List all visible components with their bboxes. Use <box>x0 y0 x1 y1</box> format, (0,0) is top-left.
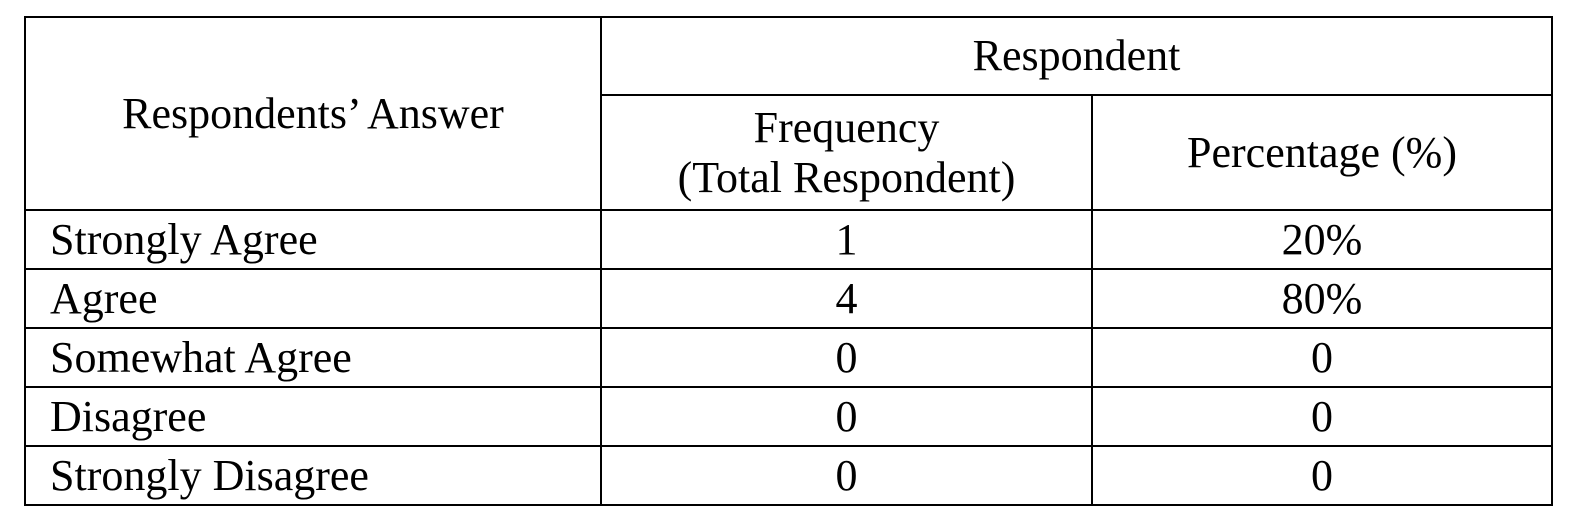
percentage-cell: 0 <box>1090 386 1554 447</box>
answer-cell: Agree <box>24 268 602 329</box>
header-frequency-cell: Frequency (Total Respondent) <box>600 94 1093 211</box>
frequency-cell: 0 <box>600 327 1093 388</box>
table-row: Strongly Agree 1 20% <box>24 209 1554 270</box>
frequency-cell: 0 <box>600 445 1093 506</box>
frequency-cell: 4 <box>600 268 1093 329</box>
survey-results-table: Respondents’ Answer Respondent Frequency… <box>24 16 1554 506</box>
header-frequency-label: Frequency <box>753 102 940 152</box>
header-percentage-label: Percentage (%) <box>1187 127 1457 177</box>
header-percentage-cell: Percentage (%) <box>1090 94 1554 211</box>
header-respondent-label: Respondent <box>972 31 1181 80</box>
answer-cell: Somewhat Agree <box>24 327 602 388</box>
table-row: Strongly Disagree 0 0 <box>24 445 1554 506</box>
header-row-sub: Frequency (Total Respondent) Percentage … <box>25 94 1554 211</box>
percentage-cell: 0 <box>1090 445 1554 506</box>
answer-cell: Strongly Agree <box>24 209 602 270</box>
header-answer-label: Respondents’ Answer <box>122 88 504 138</box>
percentage-cell: 20% <box>1090 209 1554 270</box>
frequency-cell: 0 <box>600 386 1093 447</box>
percentage-cell: 80% <box>1090 268 1554 329</box>
header-frequency-sublabel: (Total Respondent) <box>677 152 1016 202</box>
table-row: Disagree 0 0 <box>24 386 1554 447</box>
percentage-cell: 0 <box>1090 327 1554 388</box>
table-row: Agree 4 80% <box>24 268 1554 329</box>
answer-cell: Strongly Disagree <box>24 445 602 506</box>
frequency-cell: 1 <box>600 209 1093 270</box>
answer-cell: Disagree <box>24 386 602 447</box>
header-answer-cell: Respondents’ Answer <box>24 16 602 211</box>
header-row-top: Respondents’ Answer Respondent <box>24 16 1554 211</box>
table-row: Somewhat Agree 0 0 <box>24 327 1554 388</box>
header-respondent-cell: Respondent <box>599 16 1554 96</box>
